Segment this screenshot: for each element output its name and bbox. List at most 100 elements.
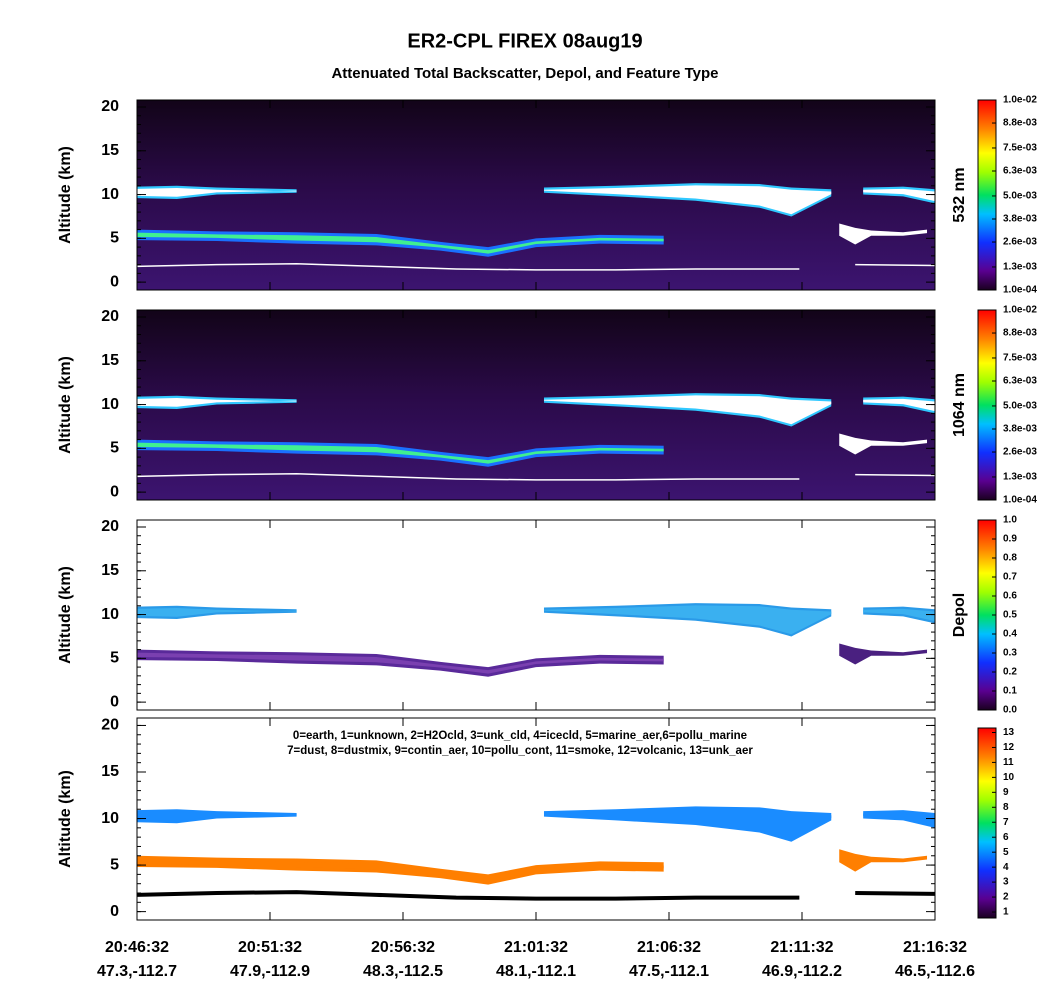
y-axis-label: Altitude (km): [57, 770, 74, 868]
colorbar-tick-label: 6: [1003, 832, 1009, 843]
feature-layer: [137, 232, 664, 254]
y-tick-label: 10: [101, 186, 119, 203]
feature-layer: [137, 652, 664, 674]
colorbar-tick-label: 0.5: [1003, 610, 1017, 621]
colorbar-tick-label: 6.3e-03: [1003, 376, 1037, 387]
y-tick-label: 5: [110, 856, 119, 873]
colorbar-tick-label: 5.0e-03: [1003, 191, 1037, 202]
colorbar-tick-label: 8.8e-03: [1003, 328, 1037, 339]
colorbar-tick-label: 0.6: [1003, 591, 1017, 602]
colorbar-tick-label: 2.6e-03: [1003, 237, 1037, 248]
x-tick-label: 48.1,-112.1: [496, 963, 576, 980]
feature-layer: [137, 859, 664, 882]
colorbar-tick-label: 1.0e-02: [1003, 95, 1037, 106]
x-tick-label: 46.5,-112.6: [895, 963, 975, 980]
colorbar-tick-label: 7.5e-03: [1003, 353, 1037, 364]
colorbar-tick-label: 6.3e-03: [1003, 166, 1037, 177]
y-tick-label: 20: [101, 717, 119, 734]
y-tick-label: 0: [110, 903, 119, 920]
feature-layer: [543, 605, 832, 635]
colorbar-tick-label: 5.0e-03: [1003, 401, 1037, 412]
feature-layer: [137, 187, 297, 197]
y-tick-label: 5: [110, 230, 119, 247]
feature-layer: [543, 185, 832, 215]
x-tick-label: 21:11:32: [770, 939, 833, 956]
surface-line: [855, 263, 936, 267]
colorbar-label: Depol: [951, 593, 968, 637]
feature-layer: [863, 812, 935, 826]
x-tick-label: 20:56:32: [371, 939, 435, 956]
y-tick-label: 20: [101, 308, 119, 325]
subtitle: Attenuated Total Backscatter, Depol, and…: [331, 65, 718, 82]
y-tick-label: 5: [110, 440, 119, 457]
colorbar-tick-label: 0.4: [1003, 629, 1017, 640]
y-tick-label: 10: [101, 396, 119, 413]
feature-layer: [543, 395, 832, 425]
y-tick-label: 0: [110, 483, 119, 500]
colorbar-tick-label: 7.5e-03: [1003, 143, 1037, 154]
feature-layer: [839, 849, 928, 872]
colorbar-tick-label: 2: [1003, 892, 1009, 903]
colorbar-tick-label: 0.3: [1003, 648, 1017, 659]
y-axis-label: Altitude (km): [57, 566, 74, 664]
colorbar-tick-label: 3.8e-03: [1003, 424, 1037, 435]
colorbar-tick-label: 1.0e-02: [1003, 305, 1037, 316]
colorbar-label: 1064 nm: [951, 373, 968, 437]
y-axis-label: Altitude (km): [57, 146, 74, 244]
surface-line: [136, 890, 800, 901]
y-tick-label: 15: [101, 352, 119, 369]
feature-layer: [863, 188, 935, 202]
colorbar-tick-label: 0.1: [1003, 686, 1017, 697]
legend-text: 0=earth, 1=unknown, 2=H2Ocld, 3=unk_cld,…: [293, 730, 747, 742]
colorbar-tick-label: 13: [1003, 727, 1015, 738]
feature-layer: [863, 608, 935, 622]
colorbar-tick-label: 1.0: [1003, 515, 1017, 526]
y-tick-label: 0: [110, 693, 119, 710]
x-tick-label: 47.3,-112.7: [97, 963, 177, 980]
feature-layer: [863, 398, 935, 412]
surface-line: [855, 891, 936, 896]
colorbar-tick-label: 2.6e-03: [1003, 447, 1037, 458]
x-tick-label: 47.9,-112.9: [230, 963, 310, 980]
colorbar-tick-label: 8.8e-03: [1003, 118, 1037, 129]
colorbar-tick-label: 4: [1003, 862, 1009, 873]
colorbar-tick-label: 0.2: [1003, 667, 1017, 678]
surface-line: [855, 473, 936, 477]
y-tick-label: 10: [101, 810, 119, 827]
x-tick-label: 47.5,-112.1: [629, 963, 709, 980]
y-tick-label: 20: [101, 98, 119, 115]
colorbar: [977, 99, 997, 291]
colorbar-tick-label: 3.8e-03: [1003, 214, 1037, 225]
colorbar-tick-label: 1.3e-03: [1003, 472, 1037, 483]
colorbar-tick-label: 0.7: [1003, 572, 1017, 583]
y-tick-label: 15: [101, 562, 119, 579]
colorbar-tick-label: 11: [1003, 757, 1014, 768]
surface-line: [136, 472, 800, 481]
colorbar-tick-label: 1.0e-04: [1003, 495, 1037, 506]
colorbar: [977, 727, 997, 919]
legend-text: 7=dust, 8=dustmix, 9=contin_aer, 10=poll…: [287, 745, 753, 757]
colorbar-tick-label: 9: [1003, 787, 1009, 798]
x-tick-label: 21:16:32: [903, 939, 967, 956]
colorbar-tick-label: 1.0e-04: [1003, 285, 1037, 296]
x-tick-label: 48.3,-112.5: [363, 963, 443, 980]
y-tick-label: 15: [101, 763, 119, 780]
colorbar: [977, 309, 997, 501]
colorbar-label: 532 nm: [951, 167, 968, 222]
y-tick-label: 0: [110, 273, 119, 290]
colorbar-tick-label: 1.3e-03: [1003, 262, 1037, 273]
feature-layer: [137, 397, 297, 407]
y-tick-label: 5: [110, 650, 119, 667]
surface-line: [136, 262, 800, 271]
colorbar-tick-label: 0.0: [1003, 705, 1017, 716]
x-tick-label: 21:01:32: [504, 939, 568, 956]
feature-layer: [839, 643, 928, 665]
colorbar-tick-label: 10: [1003, 772, 1015, 783]
x-tick-label: 20:46:32: [105, 939, 169, 956]
y-tick-label: 10: [101, 606, 119, 623]
colorbar-tick-label: 5: [1003, 847, 1009, 858]
x-tick-label: 21:06:32: [637, 939, 701, 956]
feature-layer: [839, 433, 928, 455]
